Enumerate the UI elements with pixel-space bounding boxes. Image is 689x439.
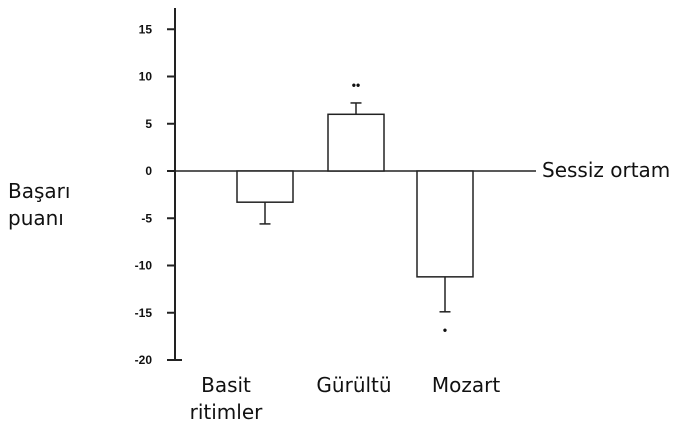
bars: ••• bbox=[236, 78, 474, 337]
significance-mark-1: •• bbox=[352, 78, 360, 92]
labels: Basit ritimler Gürültü Mozart Başarı puanı Ses… bbox=[8, 158, 670, 424]
y-tick-label--20: -20 bbox=[135, 353, 153, 367]
category-label-0-0: Basit bbox=[201, 373, 251, 397]
bar-1 bbox=[327, 113, 385, 172]
axes: 15 10 5 0 -5 -10 -15 -20 bbox=[135, 8, 536, 367]
bar-0 bbox=[236, 170, 294, 203]
category-label-1-0: Gürültü bbox=[316, 373, 391, 397]
y-tick-label-15: 15 bbox=[139, 22, 153, 36]
y-axis-label-0: Başarı bbox=[8, 179, 70, 203]
y-tick-label--10: -10 bbox=[135, 259, 153, 273]
baseline-label: Sessiz ortam bbox=[542, 158, 670, 182]
category-label-2-0: Mozart bbox=[432, 373, 500, 397]
y-tick-label--5: -5 bbox=[141, 211, 152, 225]
significance-mark-2: • bbox=[443, 323, 447, 337]
y-tick-label--15: -15 bbox=[135, 306, 153, 320]
y-axis-label-1: puanı bbox=[8, 206, 64, 230]
y-tick-label-0: 0 bbox=[145, 164, 152, 178]
bar-2 bbox=[416, 170, 474, 278]
category-label-0-1: ritimler bbox=[190, 400, 264, 424]
y-tick-label-10: 10 bbox=[139, 70, 153, 84]
y-tick-label-5: 5 bbox=[145, 117, 152, 131]
